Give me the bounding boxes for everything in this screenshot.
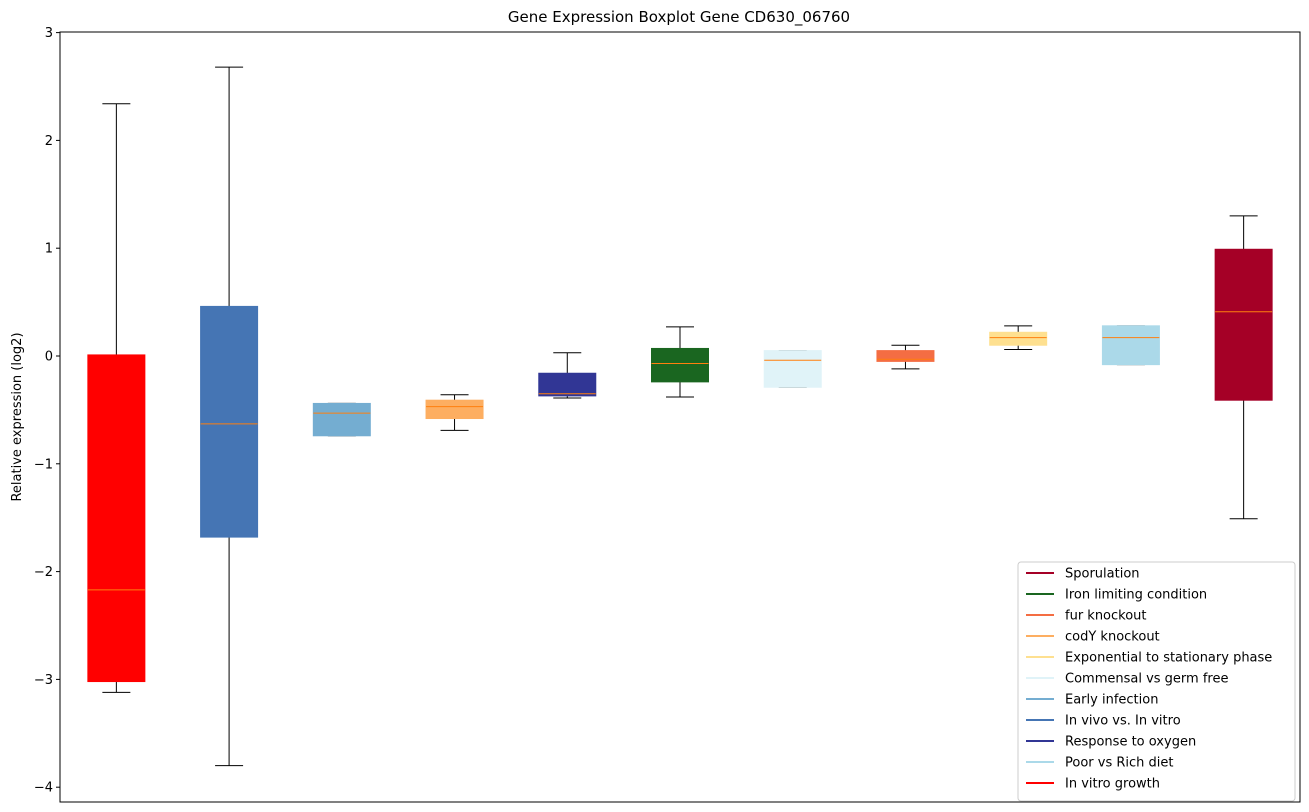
- box-group: [87, 103, 146, 693]
- box-body: [1214, 248, 1273, 401]
- legend-label: Sporulation: [1065, 567, 1140, 582]
- box-group: [425, 394, 484, 431]
- legend-label: Response to oxygen: [1065, 735, 1196, 750]
- box-body: [312, 402, 371, 437]
- y-tick-label: 1: [45, 242, 53, 257]
- y-axis: −4 −3 −2 −1 0 1 2 3: [34, 26, 60, 796]
- chart-title: Gene Expression Boxplot Gene CD630_06760: [508, 8, 850, 27]
- box-body: [763, 350, 822, 388]
- box-body: [651, 347, 709, 383]
- box-body: [989, 331, 1048, 346]
- box-group: [538, 352, 597, 399]
- box-body: [1101, 325, 1160, 366]
- y-axis-label: Relative expression (log2): [10, 332, 25, 501]
- box-body: [425, 399, 484, 420]
- legend-label: Iron limiting condition: [1065, 588, 1207, 603]
- box-body: [200, 305, 259, 538]
- legend-label: In vitro growth: [1065, 777, 1160, 792]
- y-tick-label: 2: [45, 134, 53, 149]
- legend-label: Commensal vs germ free: [1065, 672, 1228, 687]
- box-group: [312, 402, 371, 437]
- boxes-layer: [87, 66, 1273, 767]
- legend: Sporulation Iron limiting condition fur kn…: [1017, 561, 1296, 802]
- box-group: [763, 350, 822, 388]
- y-tick-label: −2: [34, 565, 53, 580]
- legend-label: codY knockout: [1065, 630, 1160, 645]
- y-tick-label: −3: [34, 673, 53, 688]
- box-group: [200, 66, 259, 767]
- legend-label: Early infection: [1065, 693, 1158, 708]
- legend-label: Poor vs Rich diet: [1065, 756, 1173, 771]
- box-group: [1101, 325, 1160, 366]
- y-tick-label: −1: [34, 457, 53, 472]
- plot-frame: [59, 31, 1301, 803]
- box-body: [876, 350, 935, 362]
- legend-box: [1017, 561, 1296, 802]
- legend-label: In vivo vs. In vitro: [1065, 714, 1181, 729]
- box-group: [1214, 215, 1273, 520]
- box-body: [87, 354, 146, 683]
- box-group: [651, 326, 709, 398]
- y-tick-label: 0: [45, 350, 53, 365]
- box-body: [538, 372, 597, 397]
- box-group: [876, 344, 935, 370]
- legend-label: Exponential to stationary phase: [1065, 651, 1272, 666]
- legend-label: fur knockout: [1065, 609, 1147, 624]
- y-tick-label: 3: [45, 26, 53, 41]
- y-tick-label: −4: [34, 781, 53, 796]
- box-group: [989, 325, 1048, 351]
